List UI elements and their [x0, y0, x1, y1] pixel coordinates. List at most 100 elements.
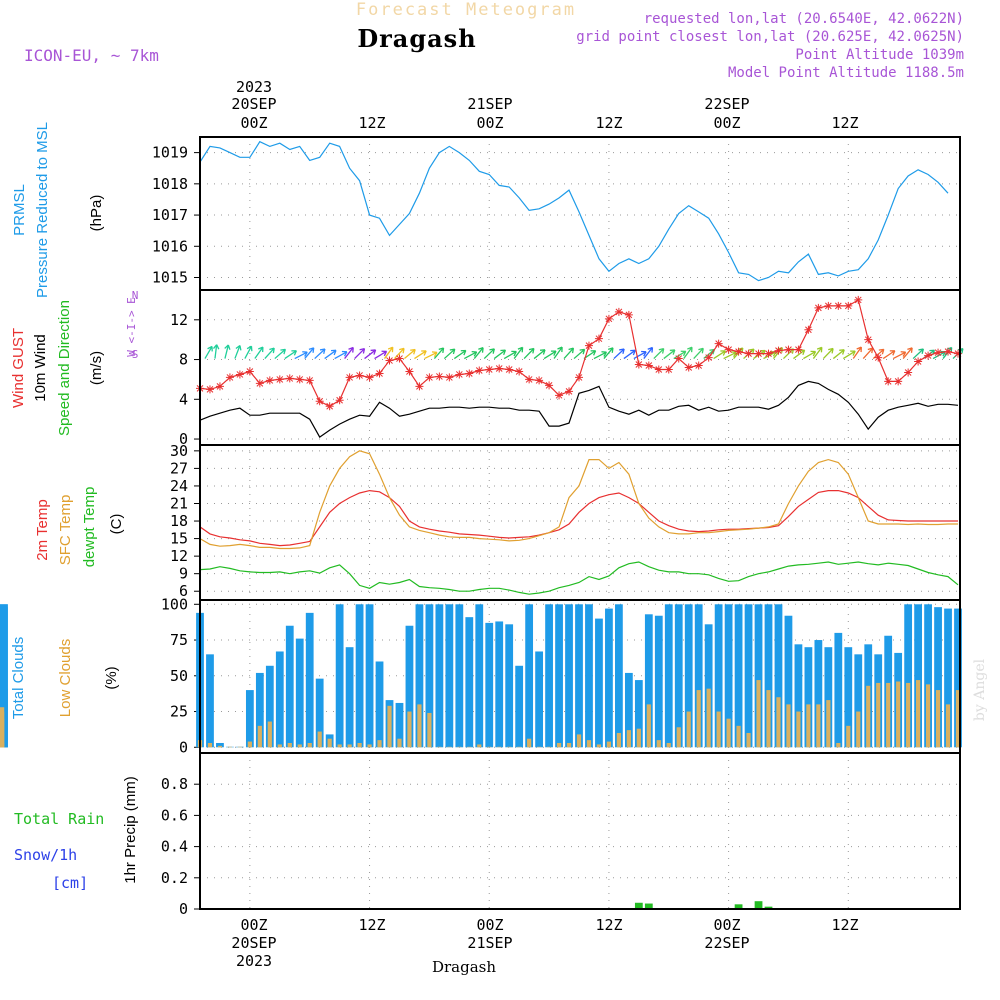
wind-arrow — [663, 349, 676, 360]
wind-arrow — [693, 347, 704, 360]
wind-arrow — [254, 346, 264, 359]
wind-unit: (m/s) — [88, 351, 105, 385]
bar-total-clouds — [555, 604, 563, 748]
wind-arrow-head — [207, 345, 213, 352]
wind-arrow-head — [471, 350, 478, 357]
gust-marker — [764, 349, 773, 358]
wind-arrow-head — [528, 347, 535, 354]
gust-marker — [594, 334, 603, 343]
wind-arrow — [493, 349, 506, 360]
bar-total-clouds — [425, 604, 434, 748]
bar-low-clouds — [796, 711, 801, 748]
bar-low-clouds — [467, 746, 472, 748]
gust-marker — [575, 373, 584, 382]
gust-marker — [245, 367, 254, 376]
wind-arrow-head — [291, 350, 297, 356]
bar-total-clouds — [744, 604, 753, 748]
wind-arrow-head — [557, 346, 563, 353]
bottom-day-label: 21SEP — [467, 934, 512, 952]
bottom-hour-label: 00Z — [240, 916, 267, 934]
bar-low-clouds — [487, 746, 492, 748]
wind-arrow — [394, 347, 405, 360]
gust-marker — [584, 341, 593, 350]
bar-low-clouds — [916, 680, 921, 748]
top-hour-label: 12Z — [595, 114, 622, 132]
gust-marker — [944, 347, 953, 356]
gust-marker — [834, 301, 843, 310]
gust-marker — [684, 363, 693, 372]
wind-arrow-head — [619, 348, 625, 355]
bottom-year-label: 2023 — [236, 952, 272, 970]
bar-total-clouds — [245, 690, 254, 748]
bar-total-clouds — [315, 678, 324, 748]
precip-label-snow: Snow/1h — [14, 846, 77, 864]
precip-ylabel: Total Rain Snow/1h [cm] 1hr Precip (mm) — [14, 776, 139, 892]
y-tick-label: 25 — [170, 703, 188, 721]
bar-total-clouds — [545, 604, 553, 748]
gust-marker — [824, 301, 833, 310]
wind-arrow-head — [431, 351, 438, 358]
bar-low-clouds — [935, 690, 941, 748]
wind-arrow — [892, 351, 906, 360]
bar-total-clouds — [844, 647, 853, 748]
gust-marker — [784, 345, 793, 354]
gust-marker — [285, 374, 294, 383]
bar-low-clouds — [257, 725, 262, 748]
bar-low-clouds — [806, 704, 811, 748]
bar-low-clouds — [896, 681, 901, 748]
clouds-label-total: Total Clouds — [10, 637, 27, 720]
wind-arrow — [653, 348, 665, 360]
gust-marker — [335, 396, 344, 405]
y-tick-label: 4 — [179, 390, 188, 408]
bar-total-clouds — [485, 622, 494, 748]
bar-total-clouds — [595, 618, 603, 748]
gust-marker — [435, 372, 444, 381]
wind-arrow — [852, 346, 862, 359]
bar-total-clouds — [216, 742, 224, 748]
wind-arrow — [842, 350, 856, 360]
wind-arrow-head — [302, 351, 308, 357]
gust-marker — [385, 356, 394, 365]
wind-arrow — [453, 349, 467, 360]
wind-arrow-head — [387, 346, 394, 353]
bar-total-clouds — [515, 665, 524, 748]
y-tick-label: 6 — [179, 582, 188, 600]
wind-label-10m: 10m Wind — [32, 334, 49, 402]
y-tick-label: 30 — [170, 442, 188, 460]
wind-arrow-head — [698, 347, 704, 354]
pressure-label-reduced: Pressure Reduced to MSL — [34, 122, 51, 298]
bar-total-clouds — [0, 604, 8, 748]
bar-total-clouds — [305, 612, 314, 748]
gust-marker — [844, 301, 853, 310]
bar-total-clouds — [275, 651, 284, 748]
bar-low-clouds — [537, 746, 542, 748]
gust-marker — [545, 381, 554, 390]
bar-low-clouds — [267, 721, 272, 748]
wind-arrow-head — [489, 348, 495, 354]
temp-label-2m: 2m Temp — [34, 499, 51, 560]
wind-arrow — [214, 344, 218, 359]
gust-marker — [215, 382, 224, 391]
bar-low-clouds — [596, 744, 602, 748]
y-tick-label: 18 — [170, 512, 188, 530]
bar-low-clouds — [826, 700, 831, 748]
bar-total-clouds — [415, 604, 424, 748]
wind-arrow-head — [212, 344, 220, 350]
y-tick-label: 0.4 — [161, 838, 188, 856]
gust-marker — [325, 402, 334, 411]
wind-arrow — [364, 349, 376, 360]
panels: 1015101610171018101904812691215182124273… — [0, 136, 964, 918]
series-line-dewpt-temp — [199, 561, 959, 595]
bar-low-clouds — [626, 730, 631, 748]
wind-arrow-head — [269, 347, 275, 354]
precip-label-snow-unit: [cm] — [52, 874, 88, 892]
bottom-hour-label: 00Z — [713, 916, 740, 934]
wind-arrow — [563, 347, 574, 359]
wind-arrow — [633, 351, 647, 360]
wind-arrow-head — [370, 349, 377, 355]
bar-low-clouds — [906, 682, 911, 748]
bar-low-clouds — [696, 690, 701, 748]
gust-marker — [565, 387, 574, 396]
wind-arrow-head — [410, 348, 416, 355]
bar-low-clouds — [0, 711, 5, 748]
